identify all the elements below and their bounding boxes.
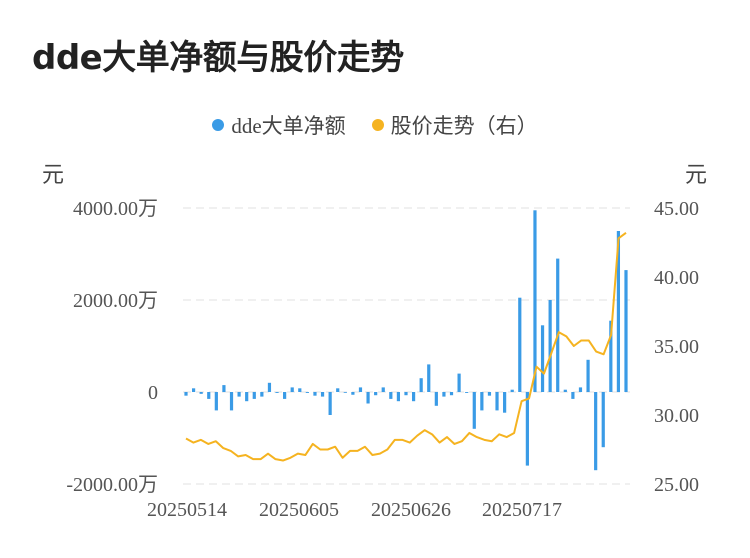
bar-44 [518, 297, 522, 392]
bar-32 [427, 364, 431, 392]
left-tick-3: -2000.00万 [66, 474, 158, 496]
right-tick-0: 45.00 [654, 198, 699, 220]
bar-58 [624, 270, 628, 392]
bar-38 [472, 392, 476, 429]
left-tick-0: 4000.00万 [73, 198, 158, 220]
bar-15 [298, 388, 302, 392]
bar-55 [601, 392, 605, 448]
legend-item-bar[interactable]: dde大单净额 [212, 110, 346, 140]
bar-35 [449, 392, 454, 396]
bar-40 [487, 392, 492, 396]
bar-6 [229, 392, 234, 411]
bar-1 [191, 388, 196, 392]
legend-item-line[interactable]: 股价走势（右） [371, 110, 538, 140]
bar-33 [434, 392, 438, 406]
bar-53 [586, 359, 590, 392]
bar-56 [609, 320, 613, 392]
left-tick-2: 0 [148, 382, 158, 404]
left-axis-ticks: 4000.00万 2000.00万 0 -2000.00万 [66, 198, 158, 496]
bar-37 [465, 392, 469, 393]
bar-7 [237, 392, 241, 397]
bar-36 [457, 373, 461, 392]
grid-lines [183, 207, 630, 485]
bar-20 [336, 388, 340, 392]
left-axis-unit: 元 [42, 162, 65, 187]
bar-46 [533, 210, 537, 392]
bar-54 [594, 392, 598, 471]
bar-45 [525, 392, 529, 466]
bar-21 [343, 392, 347, 393]
bar-18 [320, 392, 325, 397]
bar-23 [358, 387, 363, 392]
x-tick-0: 20250514 [147, 499, 227, 521]
bar-25 [374, 392, 378, 396]
legend-line-dot-icon [371, 119, 384, 131]
bar-22 [351, 392, 355, 395]
legend: dde大单净额 股价走势（右） [0, 110, 750, 140]
line-series [185, 232, 627, 462]
bar-24 [366, 392, 370, 404]
right-tick-1: 40.00 [654, 267, 699, 289]
bar-17 [313, 392, 317, 396]
bar-3 [207, 392, 211, 399]
bar-9 [252, 392, 256, 399]
bar-39 [480, 392, 484, 411]
bar-13 [283, 392, 287, 399]
bar-16 [305, 392, 309, 393]
right-axis-ticks: 45.00 40.00 35.00 30.00 25.00 [654, 198, 699, 496]
bar-10 [260, 392, 264, 397]
bar-42 [503, 392, 507, 413]
chart-title: dde大单净额与股价走势 [32, 38, 404, 78]
bar-52 [578, 387, 583, 392]
bar-34 [442, 392, 446, 397]
legend-bar-dot-icon [212, 119, 225, 131]
right-tick-3: 30.00 [654, 405, 699, 427]
bar-49 [556, 258, 560, 392]
bar-14 [290, 387, 294, 392]
right-tick-4: 25.00 [654, 474, 699, 496]
bar-28 [396, 392, 401, 402]
x-tick-1: 20250605 [259, 499, 339, 521]
bar-11 [267, 382, 272, 392]
bar-41 [495, 392, 499, 411]
bar-29 [404, 392, 408, 396]
legend-bar-label: dde大单净额 [231, 114, 346, 138]
bar-57 [616, 231, 621, 392]
bar-47 [540, 325, 545, 392]
bar-0 [184, 392, 188, 396]
bar-51 [571, 392, 575, 399]
bar-43 [510, 389, 514, 392]
bar-19 [328, 392, 332, 415]
x-tick-3: 20250717 [482, 499, 562, 521]
bar-5 [222, 385, 226, 392]
right-tick-2: 35.00 [654, 336, 699, 358]
bar-48 [548, 300, 552, 392]
x-tick-2: 20250626 [371, 499, 451, 521]
bar-4 [214, 392, 218, 411]
bar-30 [411, 392, 416, 402]
bar-50 [563, 389, 567, 392]
bar-series [184, 210, 628, 471]
price-line [185, 232, 627, 462]
bar-27 [389, 392, 393, 399]
legend-line-label: 股价走势（右） [390, 114, 538, 138]
bar-31 [419, 378, 423, 392]
bar-2 [199, 392, 203, 394]
right-axis-unit: 元 [684, 162, 707, 187]
bar-12 [275, 392, 279, 393]
bar-26 [381, 387, 385, 392]
left-tick-1: 2000.00万 [73, 290, 158, 312]
bar-8 [245, 392, 249, 402]
x-axis-ticks: 20250514 20250605 20250626 20250717 [147, 499, 562, 521]
